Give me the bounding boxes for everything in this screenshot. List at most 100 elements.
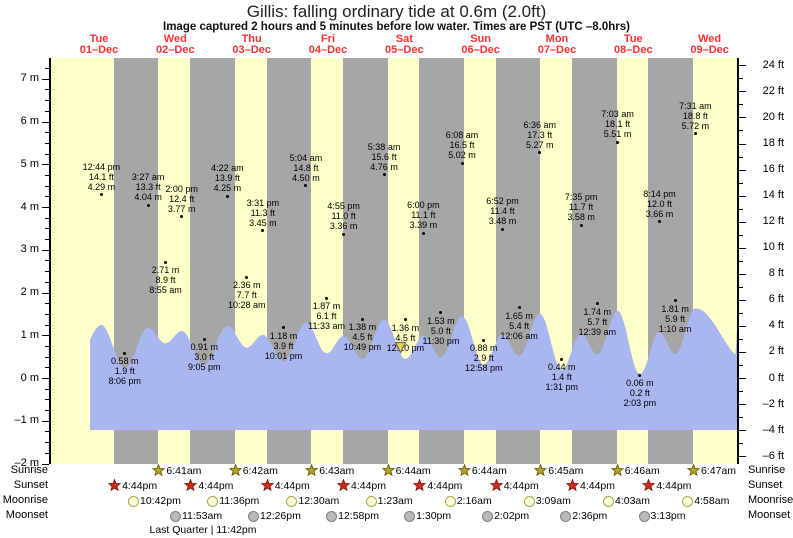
- tide-event-label: 3:27 am 13.3 ft 4.04 m: [132, 172, 165, 202]
- tide-label-line: 13.9 ft: [214, 173, 240, 184]
- tide-label-line: 0.2 ft: [629, 388, 650, 399]
- sun-moon-entry: 3:13pm: [637, 510, 686, 522]
- current-time-marker-icon: [394, 341, 407, 354]
- sun-moon-entry: 6:46am: [610, 464, 660, 477]
- right-axis-tick: [739, 391, 743, 392]
- tide-event-dot: [382, 173, 386, 176]
- moonset-row-label-right: Moonset: [748, 509, 791, 521]
- tide-event-label: 6:36 am 17.3 ft 5.27 m: [524, 120, 557, 150]
- sun-moon-time: 12:30am: [298, 495, 340, 507]
- sunrise-row-label-right: Sunrise: [748, 464, 786, 476]
- right-axis-tick-label: 24 ft: [762, 58, 784, 71]
- tide-label-line: 14.8 ft: [293, 162, 319, 173]
- sunset-star-icon: [260, 479, 274, 492]
- tide-event-dot: [616, 140, 620, 144]
- right-axis-tick: [739, 104, 743, 106]
- right-axis-tick-label: 20 ft: [762, 110, 784, 123]
- tide-label-line: 5.51 m: [603, 129, 632, 140]
- day-label: Wed 09–Dec: [690, 34, 729, 56]
- sun-moon-entry: 12:58pm: [324, 510, 379, 522]
- date: 04–Dec: [308, 44, 348, 56]
- sun-moon-entry: 4:44pm: [641, 479, 691, 492]
- right-axis-tick-label: 14 ft: [762, 189, 784, 202]
- tide-label-line: 15.6 ft: [371, 151, 397, 162]
- sun-moon-time: 6:46am: [624, 464, 660, 477]
- right-axis-tick: [739, 65, 746, 67]
- left-axis-tick: [45, 89, 49, 91]
- sun-moon-time: 10:42pm: [140, 495, 181, 507]
- left-axis-tick-label: –2 m: [14, 457, 39, 469]
- left-axis-tick: [45, 260, 49, 262]
- left-axis-tick-label: 2 m: [20, 286, 39, 298]
- right-axis-tick: [739, 260, 743, 262]
- tide-event-dot: [403, 318, 407, 322]
- left-axis-tick: [45, 442, 49, 444]
- tide-label-line: 3.77 m: [167, 203, 196, 214]
- tide-label-line: 3.45 m: [249, 217, 277, 228]
- tide-label-line: 12:39 am: [578, 326, 616, 337]
- weekday: Mon: [545, 33, 569, 45]
- sun-moon-time: 4:44pm: [198, 479, 234, 492]
- left-axis-tick: [45, 324, 49, 326]
- right-axis-tick-label: –6 ft: [762, 449, 784, 462]
- tide-label-line: 4.5 ft: [352, 332, 373, 342]
- sun-moon-time: 11:53am: [182, 510, 223, 522]
- date: 03–Dec: [232, 44, 271, 56]
- tide-label-line: 10:01 pm: [264, 350, 303, 361]
- sun-moon-time: 2:16am: [456, 495, 492, 507]
- left-axis-tick: [45, 153, 49, 155]
- left-axis-tick: [45, 399, 49, 401]
- moonset-circle-icon: [325, 510, 338, 522]
- tide-label-line: 3.48 m: [488, 216, 517, 227]
- right-axis-tick: [739, 247, 746, 249]
- tide-label-line: 12.0 ft: [646, 198, 672, 209]
- weekday: Wed: [163, 33, 187, 45]
- weekday: Sun: [470, 33, 492, 45]
- moonrise-row-label-left: Moonrise: [2, 494, 48, 506]
- tide-event-dot: [482, 338, 486, 342]
- right-axis-tick: [739, 273, 746, 275]
- left-axis-tick: [42, 121, 49, 123]
- left-axis-tick: [45, 431, 49, 433]
- sunset-star-icon: [566, 479, 579, 492]
- sun-moon-entry: 6:47am: [686, 464, 736, 477]
- right-axis-tick: [739, 234, 743, 236]
- tide-label-line: 5.7 ft: [587, 316, 608, 327]
- tide-label-line: 14.1 ft: [88, 171, 114, 182]
- right-axis-tick: [739, 338, 743, 340]
- tide-label-line: 5.02 m: [448, 150, 476, 161]
- right-axis-tick: [739, 456, 746, 458]
- sun-moon-entry: 6:42am: [228, 464, 278, 477]
- tide-event-dot: [658, 220, 661, 223]
- tide-label-line: 5.4 ft: [509, 320, 530, 331]
- tide-label-line: 12:06 am: [500, 330, 538, 341]
- left-axis-tick: [45, 100, 49, 102]
- chart-subtitle: Image captured 2 hours and 5 minutes bef…: [163, 21, 630, 33]
- tide-label-line: 5:04 am: [289, 152, 323, 163]
- tide-event-label: 6:08 am 16.5 ft 5.02 m: [446, 130, 479, 160]
- tide-label-line: 11.7 ft: [568, 202, 594, 212]
- left-axis-tick: [45, 228, 49, 230]
- moonrise-circle-icon: [523, 495, 535, 507]
- day-label: Sun 06–Dec: [461, 34, 500, 56]
- tide-label-line: 0.91 m: [190, 342, 218, 353]
- sun-moon-time: 3:09am: [535, 495, 571, 507]
- tide-label-line: 18.1 ft: [605, 119, 631, 130]
- right-axis-tick: [739, 143, 746, 145]
- tide-label-line: 5.72 m: [681, 120, 710, 131]
- tide-event-label: 1.65 m 5.4 ft 12:06 am: [500, 311, 538, 341]
- tide-event-label: 7:35 pm 11.7 ft 3.58 m: [565, 192, 598, 222]
- tide-event-label: 2.36 m 7.7 ft 10:28 am: [228, 280, 266, 310]
- left-axis-tick: [45, 313, 49, 315]
- day-label: Fri 04–Dec: [309, 34, 348, 56]
- sun-moon-entry: 4:44pm: [260, 479, 310, 492]
- right-axis-tick: [739, 351, 746, 353]
- sun-moon-entry: 12:26pm: [246, 510, 301, 522]
- right-axis-tick-label: 10 ft: [762, 241, 784, 254]
- tide-label-line: 1.65 m: [505, 310, 533, 321]
- tide-label-line: 2.71 m: [151, 265, 180, 276]
- tide-event-label: 5:38 am 15.6 ft 4.76 m: [368, 142, 401, 172]
- tide-event-dot: [225, 194, 229, 198]
- moonset-row-label-left: Moonset: [5, 509, 48, 521]
- tide-event-dot: [99, 193, 103, 197]
